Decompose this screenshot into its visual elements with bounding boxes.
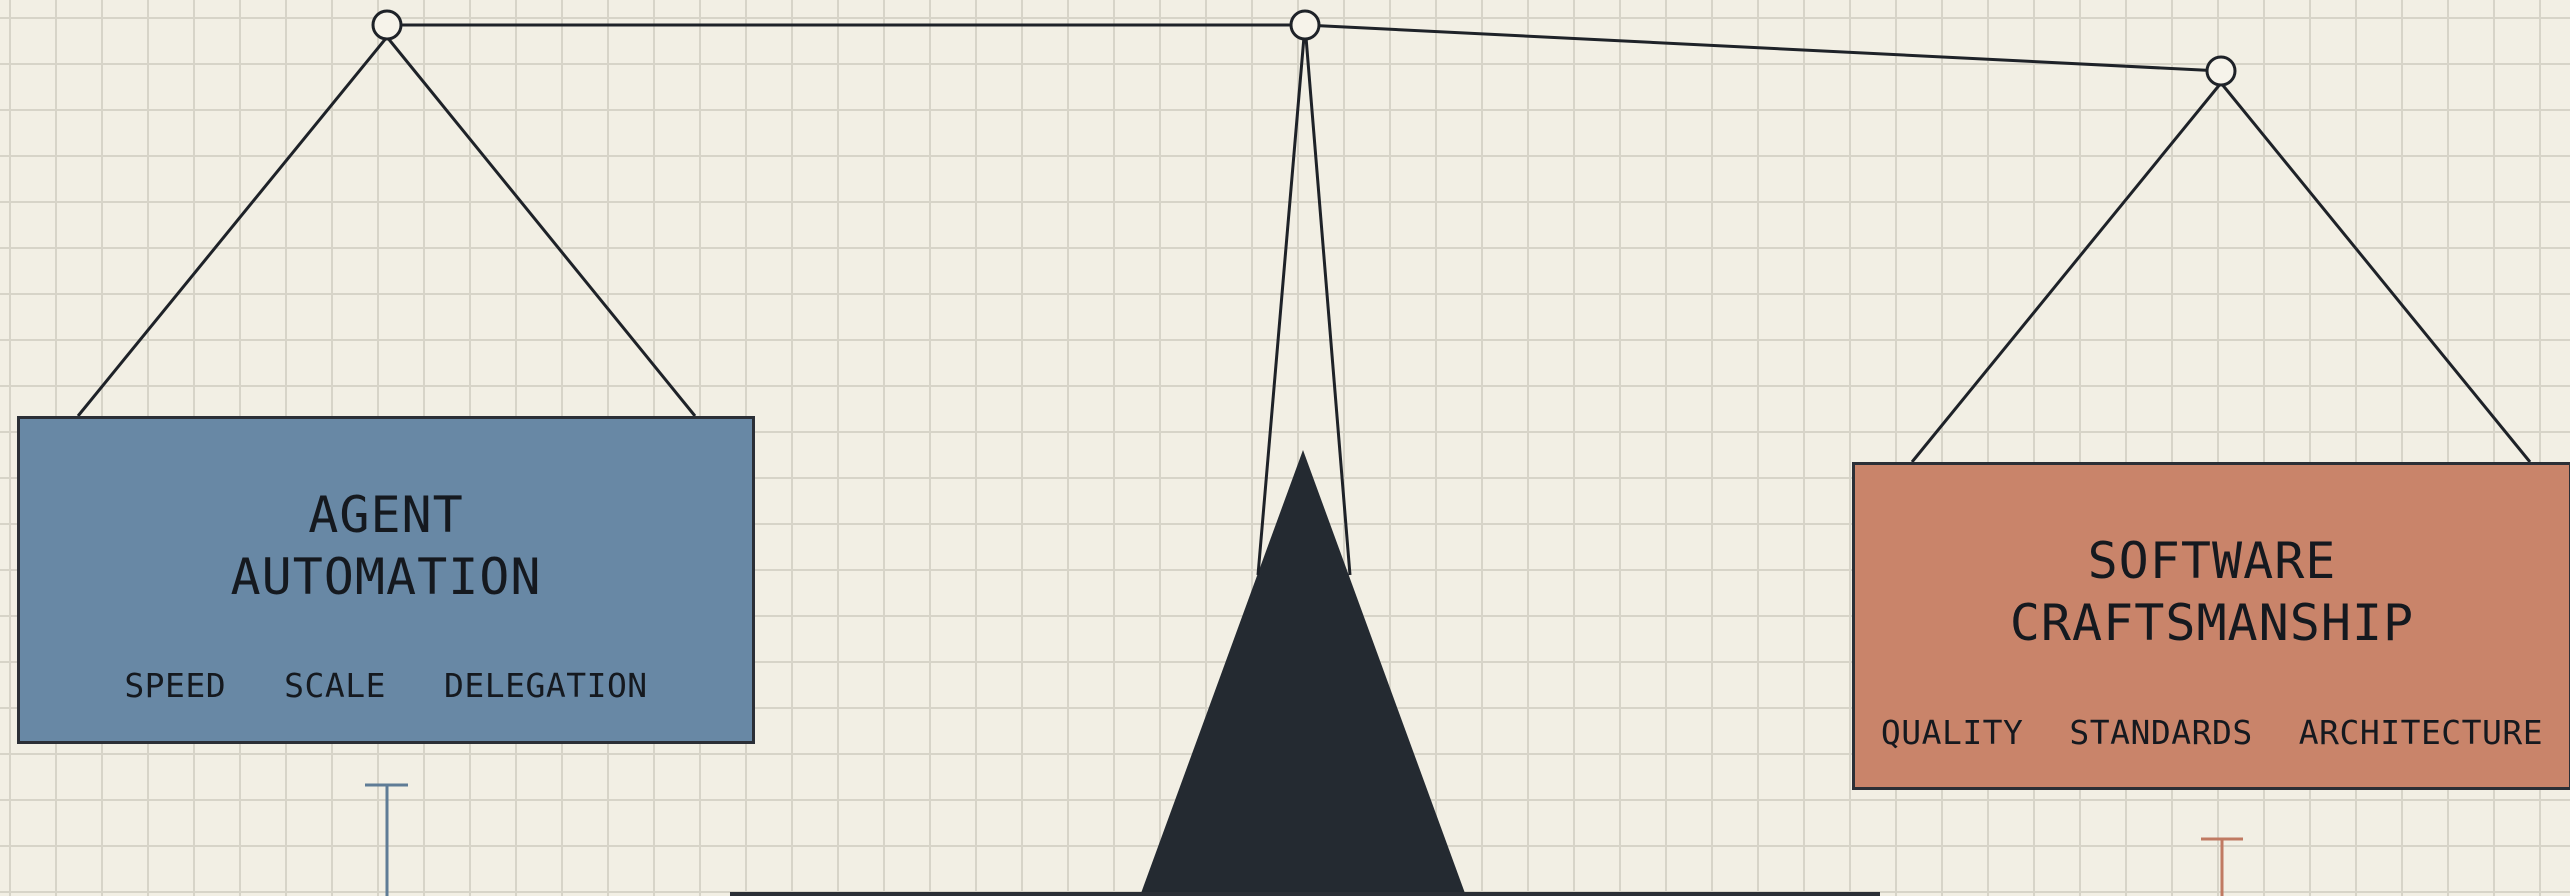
agent-automation-pan: AGENT AUTOMATION SPEED SCALE DELEGATION — [17, 416, 755, 744]
tag-label: QUALITY — [1880, 713, 2024, 752]
tag-label: SCALE — [284, 666, 386, 705]
title-line: AUTOMATION — [230, 548, 542, 606]
left-string-b — [385, 36, 697, 417]
software-craftsmanship-title: SOFTWARE CRAFTSMANSHIP — [1855, 530, 2569, 654]
pivot-joint — [1289, 9, 1321, 41]
title-line: AGENT — [308, 486, 464, 544]
software-craftsmanship-pan: SOFTWARE CRAFTSMANSHIP QUALITY STANDARDS… — [1852, 462, 2570, 790]
tag-label: DELEGATION — [444, 666, 648, 705]
right-string-b — [2219, 82, 2532, 463]
right-string-a — [1910, 82, 2223, 463]
beam-right-arm — [1304, 23, 2222, 73]
pivot-strut-left — [1256, 24, 1307, 576]
pivot-strut-right — [1303, 24, 1352, 576]
left-string-a — [76, 36, 389, 417]
agent-automation-tags: SPEED SCALE DELEGATION — [20, 666, 752, 705]
title-line: CRAFTSMANSHIP — [2009, 594, 2415, 652]
agent-automation-title: AGENT AUTOMATION — [20, 484, 752, 608]
tag-label: ARCHITECTURE — [2298, 713, 2544, 752]
right-joint — [2205, 55, 2237, 87]
tag-label: STANDARDS — [2069, 713, 2253, 752]
tag-label: SPEED — [124, 666, 227, 705]
left-joint — [371, 9, 403, 41]
fulcrum-triangle — [1140, 450, 1466, 896]
software-craftsmanship-tags: QUALITY STANDARDS ARCHITECTURE — [1855, 713, 2569, 752]
title-line: SOFTWARE — [2087, 532, 2337, 590]
